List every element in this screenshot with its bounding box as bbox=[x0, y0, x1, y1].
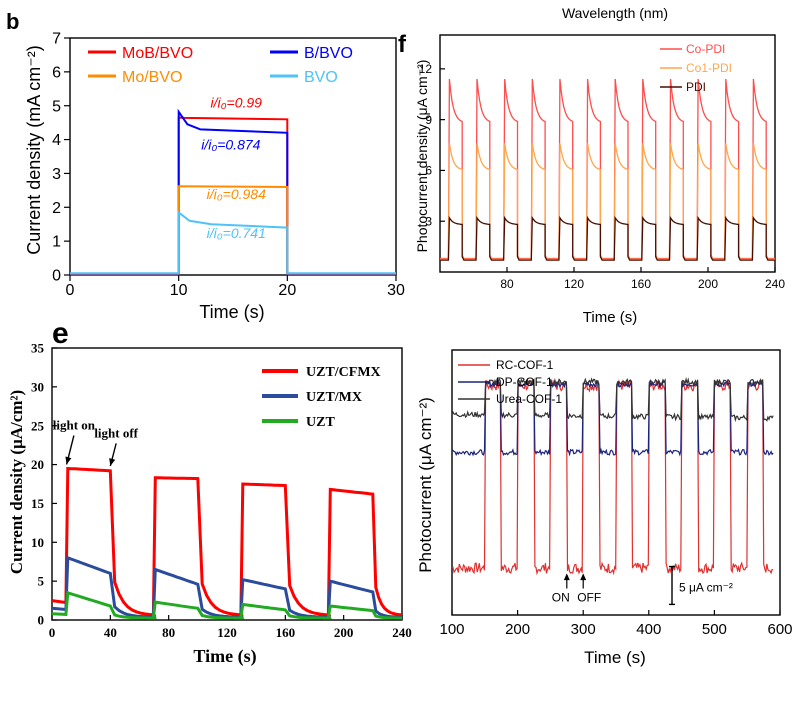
panel-f-xtick-200-label: 200 bbox=[698, 277, 718, 291]
panel-e-ytick-0-label: 0 bbox=[38, 613, 45, 628]
panel-f-ylabel: Photocurrent density (μA cm⁻²) bbox=[414, 60, 430, 253]
panel-g-xlabel: Time (s) bbox=[584, 648, 646, 667]
panel-b-annotation-1: i/i₀=0.874 bbox=[201, 137, 260, 153]
panel-b-annotation-3: i/i₀=0.741 bbox=[207, 225, 266, 241]
panel-e-xtick-240-label: 240 bbox=[392, 625, 412, 640]
panel-g-xtick-100-label: 100 bbox=[439, 621, 464, 638]
panel-b-legend-label-3: BVO bbox=[304, 69, 338, 86]
panel-f-legend-label-0: Co-PDI bbox=[686, 42, 725, 56]
panel-f-xtick-120-label: 120 bbox=[564, 277, 584, 291]
panel-f-legend-label-2: PDI bbox=[686, 80, 706, 94]
panel-f: Wavelength (nm) f Time (s) Photocurrent … bbox=[398, 5, 785, 326]
panel-f-letter: f bbox=[398, 31, 407, 58]
panel-g-xtick-400-label: 400 bbox=[636, 621, 661, 638]
panel-b-ytick-1-label: 1 bbox=[52, 234, 61, 251]
panel-e-annotation-0: light on bbox=[53, 418, 96, 433]
panel-g-legend-label-0: RC-COF-1 bbox=[496, 358, 554, 372]
panel-f-series-line-1 bbox=[440, 143, 775, 260]
panel-f-xtick-240-label: 240 bbox=[765, 277, 785, 291]
panel-g-xtick-600-label: 600 bbox=[767, 621, 792, 638]
panel-e-xlabel: Time (s) bbox=[193, 646, 256, 667]
panel-f-xlabel: Time (s) bbox=[583, 309, 637, 326]
panel-e-legend-label-0: UZT/CFMX bbox=[306, 365, 381, 380]
panel-f-ytick-3-label: 3 bbox=[425, 214, 432, 228]
panel-e-arrow-head-0 bbox=[65, 456, 72, 465]
panel-b-annotation-0: i/i₀=0.99 bbox=[211, 94, 263, 110]
panel-g-series-line-1 bbox=[451, 379, 774, 457]
panel-g: Time (s) Photocurrent (μA cm⁻²) 100 200 30… bbox=[416, 349, 793, 667]
panel-g-series-line-2 bbox=[451, 376, 774, 423]
panel-f-plot-frame bbox=[439, 34, 776, 273]
panel-b-ytick-2-label: 2 bbox=[52, 200, 61, 217]
panel-f-ytick-6-label: 6 bbox=[425, 164, 432, 178]
panel-e-xtick-160-label: 160 bbox=[276, 625, 296, 640]
panel-b-ylabel: Current density (mA cm⁻²) bbox=[24, 45, 44, 255]
panel-g-arrow-head-1 bbox=[580, 573, 587, 581]
panel-g-plot-frame bbox=[451, 349, 781, 616]
panel-e-ytick-15-label: 15 bbox=[31, 496, 45, 511]
panel-g-legend-label-2: Urea-COF-1 bbox=[496, 392, 562, 406]
panel-b-letter: b bbox=[6, 9, 19, 34]
panel-e: e Time (s) Current density (μA/cm²) 0 40 8… bbox=[7, 317, 412, 667]
panel-e-ytick-35-label: 35 bbox=[31, 341, 45, 356]
panel-b-ytick-6-label: 6 bbox=[52, 64, 61, 81]
panel-e-ytick-25-label: 25 bbox=[31, 418, 45, 433]
panel-e-ytick-30-label: 30 bbox=[31, 379, 44, 394]
panel-e-xtick-80-label: 80 bbox=[162, 625, 175, 640]
panel-f-legend-label-1: Co1-PDI bbox=[686, 61, 732, 75]
panel-b-xtick-20-label: 20 bbox=[278, 282, 296, 299]
panel-b-xtick-0-label: 0 bbox=[66, 282, 75, 299]
panel-b-legend-label-2: Mo/BVO bbox=[122, 69, 182, 86]
panel-b-ytick-3-label: 3 bbox=[52, 166, 61, 183]
panel-e-ytick-20-label: 20 bbox=[31, 457, 44, 472]
panel-e-ytick-10-label: 10 bbox=[31, 535, 44, 550]
panel-g-xtick-500-label: 500 bbox=[702, 621, 727, 638]
panel-b-annotation-2: i/i₀=0.984 bbox=[207, 186, 266, 202]
panel-b: b Time (s) Current density (mA cm⁻²) 0 10… bbox=[6, 9, 405, 322]
panel-e-series-line-0 bbox=[51, 466, 403, 617]
panel-e-ytick-5-label: 5 bbox=[38, 574, 45, 589]
panel-b-legend-label-0: MoB/BVO bbox=[122, 45, 193, 62]
panel-g-xtick-200-label: 200 bbox=[505, 621, 530, 638]
panel-e-letter: e bbox=[52, 317, 69, 350]
panel-b-xtick-30-label: 30 bbox=[387, 282, 405, 299]
panel-e-series-line-2 bbox=[51, 590, 402, 620]
panel-b-ytick-5-label: 5 bbox=[52, 98, 61, 115]
panel-b-xlabel: Time (s) bbox=[199, 302, 264, 322]
panel-f-xtick-80-label: 80 bbox=[500, 277, 514, 291]
panel-e-legend-label-2: UZT bbox=[306, 415, 335, 430]
panel-b-legend-label-1: B/BVO bbox=[304, 45, 353, 62]
panel-b-ytick-4-label: 4 bbox=[52, 132, 61, 149]
panel-g-ylabel: Photocurrent (μA cm⁻²) bbox=[416, 397, 435, 573]
panel-g-scale-bar-label: 5 μA cm⁻² bbox=[679, 581, 733, 595]
panel-g-annotation-1: OFF bbox=[577, 590, 601, 604]
panel-f-series-line-2 bbox=[440, 215, 775, 261]
panel-e-xtick-0-label: 0 bbox=[49, 625, 56, 640]
panel-g-annotation-0: ON bbox=[552, 590, 570, 604]
panel-g-legend-label-1: DP-COF-1 bbox=[496, 375, 553, 389]
panel-b-series-line-3 bbox=[70, 210, 396, 275]
panel-f-xtick-160-label: 160 bbox=[631, 277, 651, 291]
panel-e-annotation-1: light off bbox=[94, 425, 138, 440]
panel-e-plot-frame bbox=[51, 347, 403, 621]
panel-e-ylabel: Current density (μA/cm²) bbox=[7, 390, 26, 574]
panel-e-xtick-120-label: 120 bbox=[217, 625, 237, 640]
panel-g-xtick-300-label: 300 bbox=[571, 621, 596, 638]
panel-b-ytick-0-label: 0 bbox=[52, 268, 61, 285]
panel-b-xtick-10-label: 10 bbox=[170, 282, 188, 299]
panel-e-arrow-head-1 bbox=[109, 458, 116, 466]
panel-f-ytick-12-label: 12 bbox=[419, 62, 433, 76]
panel-b-ytick-7-label: 7 bbox=[52, 31, 61, 48]
panel-e-legend-label-1: UZT/MX bbox=[306, 390, 362, 405]
panel-e-xtick-200-label: 200 bbox=[334, 625, 354, 640]
panel-f-ytick-9-label: 9 bbox=[425, 113, 432, 127]
panel-b-plot-frame bbox=[69, 37, 397, 276]
panel-e-xtick-40-label: 40 bbox=[104, 625, 117, 640]
panel-f-top-text: Wavelength (nm) bbox=[562, 5, 668, 21]
panel-f-series-line-0 bbox=[440, 78, 775, 260]
panel-g-arrow-head-0 bbox=[563, 573, 570, 581]
